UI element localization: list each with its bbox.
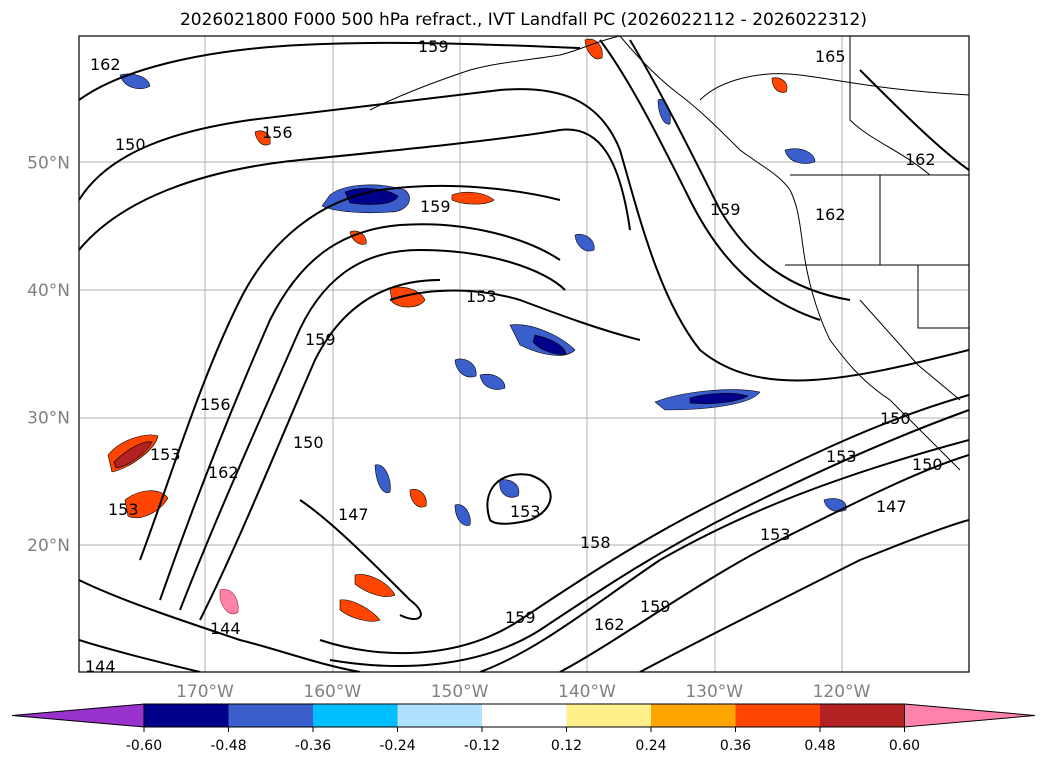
- contour-label: 162: [594, 615, 625, 634]
- contour-label: 150: [880, 409, 911, 428]
- latitude-label: 30°N: [27, 409, 70, 429]
- colorbar-swatch: [651, 704, 736, 727]
- latitude-label: 40°N: [27, 281, 70, 301]
- longitude-labels: 170°W 160°W 150°W 140°W 130°W 120°W: [176, 682, 870, 702]
- contour-label: 162: [90, 55, 121, 74]
- latitude-labels: 50°N 40°N 30°N 20°N: [27, 154, 70, 557]
- colorbar-extend-high: [904, 703, 1036, 728]
- colorbar-extend-low: [11, 703, 145, 728]
- contour-label: 150: [115, 135, 146, 154]
- colorbar-label: 0.48: [804, 738, 835, 754]
- colorbar-label: -0.12: [464, 738, 500, 754]
- colorbar-swatch: [566, 704, 651, 727]
- longitude-label: 150°W: [431, 682, 489, 702]
- contour-label: 159: [640, 597, 671, 616]
- colorbar-swatch: [397, 704, 482, 727]
- contour-label: 150: [293, 433, 324, 452]
- contour-label: 156: [200, 395, 231, 414]
- contour-label: 144: [210, 619, 241, 638]
- contour-labels: 162 159 156 159 153 159 150 156 153 162 …: [85, 37, 943, 676]
- colorbar-swatch: [482, 704, 567, 727]
- colorbar-label: -0.60: [126, 738, 162, 754]
- longitude-label: 170°W: [176, 682, 234, 702]
- coastlines: [369, 36, 969, 471]
- colorbar-swatch: [144, 704, 229, 727]
- longitude-label: 160°W: [303, 682, 361, 702]
- colorbar-label: 0.24: [635, 738, 666, 754]
- graticule: [79, 36, 969, 672]
- colorbar-label: 0.36: [720, 738, 751, 754]
- contour-label: 162: [208, 463, 239, 482]
- map-frame: [78, 35, 970, 673]
- contour-label: 158: [580, 533, 611, 552]
- longitude-label: 140°W: [558, 682, 616, 702]
- colorbar: -0.60 -0.48 -0.36 -0.24 -0.12 0.12 0.24 0.36 0.4…: [11, 703, 1036, 754]
- contour-label: 153: [826, 447, 857, 466]
- contour-label: 159: [418, 37, 449, 56]
- contour-label: 165: [815, 47, 846, 66]
- contour-label: 153: [108, 500, 139, 519]
- colorbar-label: -0.36: [295, 738, 331, 754]
- longitude-label: 130°W: [685, 682, 743, 702]
- colorbar-swatch: [735, 704, 820, 727]
- contour-label: 150: [912, 455, 943, 474]
- latitude-label: 20°N: [27, 536, 70, 556]
- contour-label: 162: [905, 150, 936, 169]
- height-contours: [79, 39, 969, 672]
- contour-label: 159: [420, 197, 451, 216]
- colorbar-swatch: [228, 704, 313, 727]
- colorbar-label: -0.24: [379, 738, 415, 754]
- contour-label: 153: [466, 287, 497, 306]
- contour-label: 162: [815, 205, 846, 224]
- contour-label: 156: [262, 123, 293, 142]
- contour-label: 153: [510, 502, 541, 521]
- map-plot-area: [79, 36, 969, 672]
- colorbar-label: 0.12: [551, 738, 582, 754]
- contour-label: 153: [760, 525, 791, 544]
- contour-label: 147: [876, 497, 907, 516]
- colorbar-label: 0.60: [889, 738, 920, 754]
- contour-label: 144: [85, 657, 116, 676]
- colorbar-label: -0.48: [210, 738, 246, 754]
- contour-label: 159: [305, 330, 336, 349]
- latitude-label: 50°N: [27, 154, 70, 174]
- contour-label: 153: [150, 445, 181, 464]
- map-title: 2026021800 F000 500 hPa refract., IVT La…: [179, 10, 867, 30]
- colorbar-frame: [143, 703, 905, 728]
- refractivity-anomaly-fills: [107, 38, 847, 622]
- contour-label: 159: [505, 608, 536, 627]
- contour-label: 159: [710, 200, 741, 219]
- longitude-label: 120°W: [813, 682, 871, 702]
- colorbar-swatch: [313, 704, 398, 727]
- colorbar-swatch: [820, 704, 905, 727]
- contour-label: 147: [338, 505, 369, 524]
